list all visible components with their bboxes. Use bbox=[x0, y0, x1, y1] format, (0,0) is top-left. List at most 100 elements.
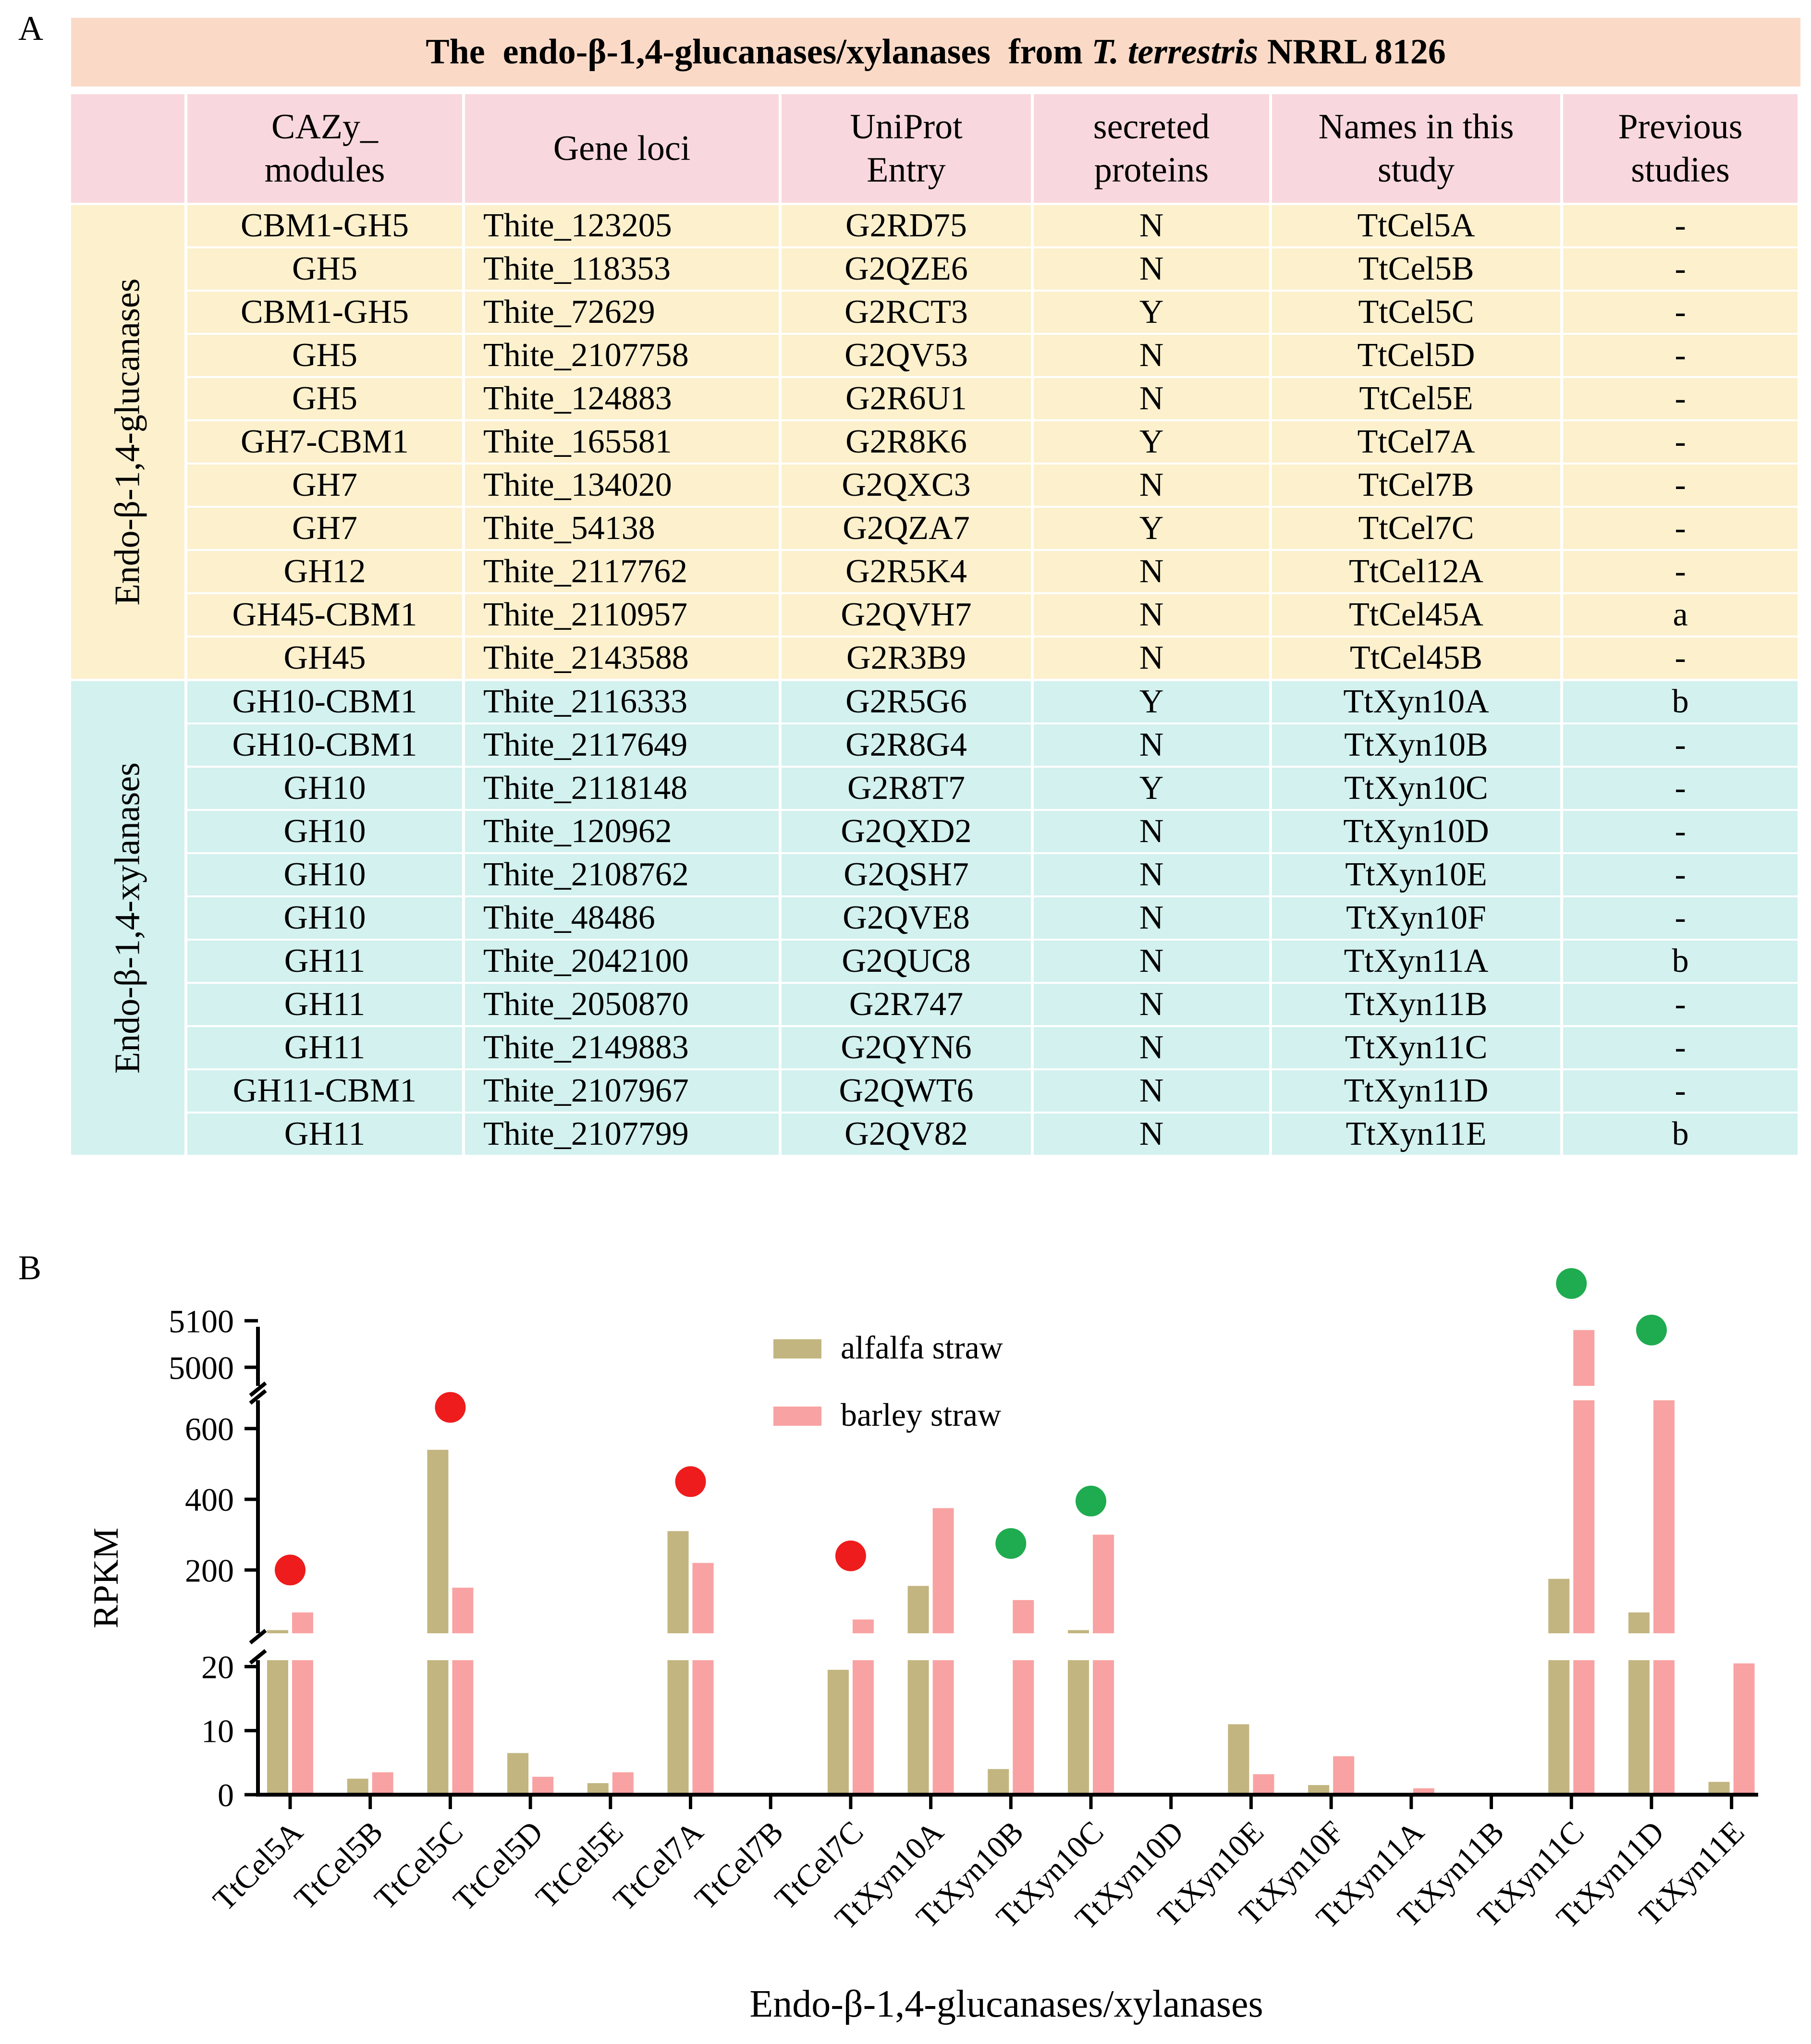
table-row: GH11 Thite_2107799 G2QV82 N TtXyn11E b bbox=[187, 1114, 1800, 1155]
x-axis-title: Endo-β-1,4-glucanases/xylanases bbox=[749, 1983, 1263, 2025]
table-row: CBM1-GH5 Thite_72629 G2RCT3 Y TtCel5C - bbox=[187, 292, 1800, 333]
bar-barley-straw-TtXyn10C bbox=[1093, 1660, 1114, 1795]
table-cell: TtCel5C bbox=[1272, 292, 1560, 333]
table-cell: GH5 bbox=[187, 248, 462, 290]
table-cell: Thite_120962 bbox=[465, 811, 779, 852]
table-cell: Y bbox=[1034, 508, 1269, 549]
table-row: GH5 Thite_118353 G2QZE6 N TtCel5B - bbox=[187, 248, 1800, 290]
table-cell: TtXyn11C bbox=[1272, 1027, 1560, 1068]
header-blank-cell bbox=[71, 94, 184, 203]
bar-alfalfa-straw-TtXyn11D bbox=[1628, 1660, 1650, 1795]
table-cell: N bbox=[1034, 465, 1269, 506]
table-cell: N bbox=[1034, 594, 1269, 636]
bar-barley-straw-TtCel5C bbox=[452, 1660, 474, 1795]
enzyme-table: The endo-β-1,4-glucanases/xylanases from… bbox=[71, 18, 1800, 1155]
table-cell: N bbox=[1034, 378, 1269, 419]
table-cell: N bbox=[1034, 205, 1269, 246]
table-row: GH10 Thite_120962 G2QXD2 N TtXyn10D - bbox=[187, 811, 1800, 852]
header-gene-loci: Gene loci bbox=[465, 94, 779, 203]
bar-barley-straw-TtXyn10B bbox=[1013, 1660, 1034, 1795]
bar-barley-straw-TtXyn10F bbox=[1333, 1756, 1355, 1795]
table-cell: N bbox=[1034, 724, 1269, 766]
table-cell: N bbox=[1034, 1027, 1269, 1068]
bar-alfalfa-straw-TtCel5C bbox=[427, 1450, 449, 1633]
bar-alfalfa-straw-TtCel5D bbox=[507, 1753, 529, 1795]
table-cell: Thite_2117649 bbox=[465, 724, 779, 766]
axis-break-mark bbox=[249, 1649, 267, 1665]
table-cell: - bbox=[1563, 292, 1798, 333]
table-cell: Thite_2149883 bbox=[465, 1027, 779, 1068]
header-cazy-modules: CAZy_ modules bbox=[187, 94, 462, 203]
legend-swatch bbox=[773, 1407, 821, 1426]
table-cell: GH10 bbox=[187, 897, 462, 939]
table-cell: G2QZE6 bbox=[782, 248, 1031, 290]
table-cell: N bbox=[1034, 1114, 1269, 1155]
bar-barley-straw-TtXyn11C bbox=[1573, 1330, 1595, 1386]
table-group: Endo-β-1,4-xylanases GH10-CBM1 Thite_21163… bbox=[71, 681, 1800, 1155]
bar-alfalfa-straw-TtCel7A bbox=[667, 1531, 689, 1633]
table-row: GH11 Thite_2042100 G2QUC8 N TtXyn11A b bbox=[187, 941, 1800, 982]
header-text: UniProt Entry bbox=[850, 107, 963, 190]
table-cell: GH7 bbox=[187, 508, 462, 549]
table-cell: TtXyn10D bbox=[1272, 811, 1560, 852]
table-cell: N bbox=[1034, 248, 1269, 290]
bar-barley-straw-TtXyn10A bbox=[932, 1660, 954, 1795]
marker-dot-TtXyn11C bbox=[1556, 1268, 1587, 1299]
bar-barley-straw-TtCel5D bbox=[532, 1776, 554, 1795]
x-tick-label: TtCel5B bbox=[288, 1814, 390, 1916]
table-cell: - bbox=[1563, 335, 1798, 376]
table-cell: Thite_123205 bbox=[465, 205, 779, 246]
table-cell: Thite_165581 bbox=[465, 421, 779, 463]
table-cell: TtXyn11B bbox=[1272, 984, 1560, 1025]
table-cell: TtXyn11E bbox=[1272, 1114, 1560, 1155]
table-cell: - bbox=[1563, 854, 1798, 895]
table-cell: - bbox=[1563, 421, 1798, 463]
table-cell: GH12 bbox=[187, 551, 462, 592]
table-cell: Thite_72629 bbox=[465, 292, 779, 333]
table-cell: GH5 bbox=[187, 335, 462, 376]
table-cell: N bbox=[1034, 897, 1269, 939]
bar-barley-straw-TtXyn10A bbox=[932, 1508, 954, 1633]
group-label: Endo-β-1,4-glucanases bbox=[71, 205, 184, 679]
table-cell: N bbox=[1034, 941, 1269, 982]
table-cell: TtXyn11A bbox=[1272, 941, 1560, 982]
bar-alfalfa-straw-TtCel5B bbox=[347, 1778, 368, 1795]
table-row: GH7 Thite_54138 G2QZA7 Y TtCel7C - bbox=[187, 508, 1800, 549]
table-row: GH11 Thite_2050870 G2R747 N TtXyn11B - bbox=[187, 984, 1800, 1025]
table-cell: - bbox=[1563, 465, 1798, 506]
table-row: GH45 Thite_2143588 G2R3B9 N TtCel45B - bbox=[187, 637, 1800, 679]
group-label: Endo-β-1,4-xylanases bbox=[71, 681, 184, 1155]
x-tick-label: TtCel5D bbox=[447, 1814, 550, 1918]
table-cell: G2R8T7 bbox=[782, 768, 1031, 809]
y-tick-label: 5000 bbox=[169, 1349, 234, 1386]
table-cell: - bbox=[1563, 768, 1798, 809]
table-cell: - bbox=[1563, 1027, 1798, 1068]
x-tick-label: TtCel7B bbox=[688, 1814, 790, 1916]
table-cell: b bbox=[1563, 941, 1798, 982]
table-cell: Thite_2050870 bbox=[465, 984, 779, 1025]
bar-barley-straw-TtXyn11D bbox=[1653, 1400, 1675, 1633]
table-cell: Y bbox=[1034, 681, 1269, 722]
table-row: GH10 Thite_48486 G2QVE8 N TtXyn10F - bbox=[187, 897, 1800, 939]
table-cell: - bbox=[1563, 378, 1798, 419]
table-cell: N bbox=[1034, 984, 1269, 1025]
bar-barley-straw-TtXyn11D bbox=[1653, 1660, 1675, 1795]
table-cell: GH45-CBM1 bbox=[187, 594, 462, 636]
bar-barley-straw-TtCel5A bbox=[292, 1660, 313, 1795]
y-tick-label: 10 bbox=[201, 1713, 234, 1750]
y-tick-label: 20 bbox=[201, 1649, 234, 1685]
table-header-row: CAZy_ modules Gene loci UniProt Entry se… bbox=[71, 94, 1800, 203]
axis-break-mark bbox=[249, 1389, 267, 1405]
bar-alfalfa-straw-TtXyn10F bbox=[1308, 1785, 1330, 1795]
bar-barley-straw-TtXyn11C bbox=[1573, 1400, 1595, 1633]
table-cell: G2R5G6 bbox=[782, 681, 1031, 722]
table-cell: G2QVE8 bbox=[782, 897, 1031, 939]
panel-a-letter: A bbox=[18, 9, 43, 48]
table-title-suffix: NRRL 8126 bbox=[1258, 32, 1446, 72]
table-cell: G2QXC3 bbox=[782, 465, 1031, 506]
table-cell: GH10 bbox=[187, 811, 462, 852]
header-names-in-study: Names in this study bbox=[1272, 94, 1560, 203]
table-cell: G2R747 bbox=[782, 984, 1031, 1025]
table-cell: TtCel5A bbox=[1272, 205, 1560, 246]
bar-barley-straw-TtXyn11C bbox=[1573, 1660, 1595, 1795]
